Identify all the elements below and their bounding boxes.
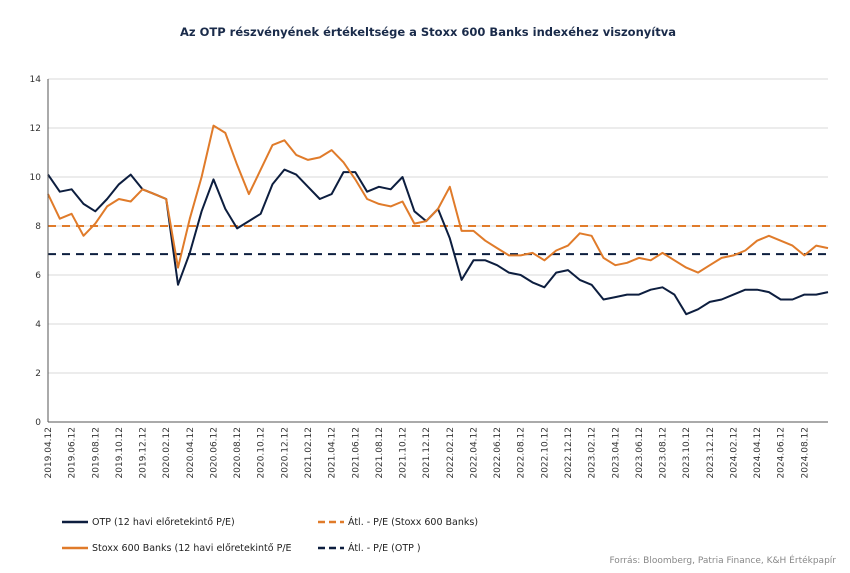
legend-label: Stoxx 600 Banks (12 havi előretekintő P/… <box>92 543 292 554</box>
x-tick-label: 2020.08.12 <box>233 427 243 479</box>
y-tick-label: 2 <box>35 369 41 379</box>
source-note: Forrás: Bloomberg, Patria Finance, K&H É… <box>609 554 836 566</box>
x-tick-label: 2021.08.12 <box>375 427 385 479</box>
x-tick-label: 2024.02.12 <box>729 427 739 479</box>
x-tick-label: 2020.04.12 <box>186 427 196 479</box>
x-tick-label: 2019.04.12 <box>44 427 54 479</box>
x-tick-label: 2020.06.12 <box>209 427 219 479</box>
y-tick-label: 10 <box>30 173 42 183</box>
x-tick-label: 2023.08.12 <box>659 427 669 479</box>
chart-legend: OTP (12 havi előretekintő P/E) Átl. - P/E… <box>62 516 478 554</box>
x-tick-label: 2021.04.12 <box>328 427 338 479</box>
x-tick-label: 2020.12.12 <box>280 427 290 479</box>
y-tick-label: 6 <box>35 271 41 281</box>
x-tick-label: 2021.10.12 <box>399 427 409 479</box>
x-tick-label: 2019.08.12 <box>91 427 101 479</box>
x-tick-label: 2023.02.12 <box>588 427 598 479</box>
y-tick-label: 8 <box>35 222 41 232</box>
legend-label: OTP (12 havi előretekintő P/E) <box>92 517 235 528</box>
x-tick-label: 2024.08.12 <box>800 427 810 479</box>
chart-axes <box>47 79 828 423</box>
x-tick-label: 2022.08.12 <box>517 427 527 479</box>
x-tick-label: 2019.10.12 <box>115 427 125 479</box>
x-tick-label: 2023.10.12 <box>682 427 692 479</box>
x-tick-label: 2021.02.12 <box>304 427 314 479</box>
series-line <box>47 124 829 274</box>
x-tick-label: 2022.04.12 <box>469 427 479 479</box>
y-tick-label: 0 <box>35 418 41 428</box>
series-line <box>47 168 829 316</box>
x-tick-label: 2019.12.12 <box>139 427 149 479</box>
x-tick-label: 2019.06.12 <box>68 427 78 479</box>
y-axis-ticks: 0 2 4 6 8 10 12 14 <box>30 75 42 428</box>
chart-title: Az OTP részvényének értékeltsége a Stoxx… <box>180 25 676 39</box>
series-lines <box>47 124 829 316</box>
x-tick-label: 2020.02.12 <box>162 427 172 479</box>
x-tick-label: 2023.06.12 <box>635 427 645 479</box>
x-axis-ticks: 2019.04.12 2019.06.12 2019.08.12 2019.10.12… <box>44 427 810 479</box>
x-tick-label: 2023.04.12 <box>611 427 621 479</box>
x-tick-label: 2021.06.12 <box>351 427 361 479</box>
x-tick-label: 2022.12.12 <box>564 427 574 479</box>
x-tick-label: 2022.02.12 <box>446 427 456 479</box>
x-tick-label: 2024.04.12 <box>753 427 763 479</box>
x-tick-label: 2020.10.12 <box>257 427 267 479</box>
x-tick-label: 2022.10.12 <box>540 427 550 479</box>
y-tick-label: 14 <box>30 75 42 85</box>
y-tick-label: 4 <box>35 320 41 330</box>
average-lines <box>48 225 828 256</box>
x-tick-label: 2024.06.12 <box>777 427 787 479</box>
y-tick-label: 12 <box>30 124 41 134</box>
legend-label: Átl. - P/E (OTP ) <box>348 542 421 554</box>
legend-label: Átl. - P/E (Stoxx 600 Banks) <box>348 516 478 528</box>
x-tick-label: 2021.12.12 <box>422 427 432 479</box>
x-tick-label: 2023.12.12 <box>706 427 716 479</box>
x-tick-label: 2022.06.12 <box>493 427 503 479</box>
